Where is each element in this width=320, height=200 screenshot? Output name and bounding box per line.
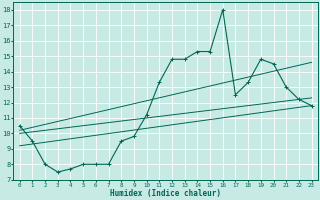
- X-axis label: Humidex (Indice chaleur): Humidex (Indice chaleur): [110, 189, 221, 198]
